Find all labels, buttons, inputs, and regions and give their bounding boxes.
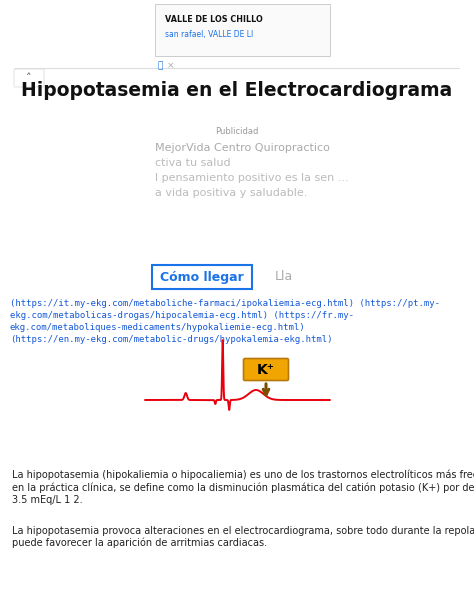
- FancyBboxPatch shape: [152, 265, 252, 289]
- Text: ⓘ: ⓘ: [158, 61, 164, 70]
- Text: VALLE DE LOS CHILLO: VALLE DE LOS CHILLO: [165, 15, 263, 23]
- FancyBboxPatch shape: [244, 359, 289, 381]
- Text: La hipopotasemia provoca alteraciones en el electrocardiograma, sobre todo duran: La hipopotasemia provoca alteraciones en…: [12, 525, 474, 536]
- Text: ˄: ˄: [26, 73, 32, 83]
- Text: puede favorecer la aparición de arritmias cardiacas.: puede favorecer la aparición de arritmia…: [12, 538, 267, 548]
- FancyBboxPatch shape: [155, 4, 330, 56]
- Text: Hipopotasemia en el Electrocardiograma: Hipopotasemia en el Electrocardiograma: [21, 80, 453, 99]
- Text: Lla: Lla: [275, 270, 293, 283]
- Text: san rafael, VALLE DE LI: san rafael, VALLE DE LI: [165, 29, 253, 39]
- Text: La hipopotasemia (hipokaliemia o hipocaliemia) es uno de los trastornos electrol: La hipopotasemia (hipokaliemia o hipocal…: [12, 470, 474, 481]
- Text: ekg.com/metabolicas-drogas/hipocalemia-ecg.html) (https://fr.my-: ekg.com/metabolicas-drogas/hipocalemia-e…: [10, 311, 354, 320]
- Text: ×: ×: [167, 61, 174, 70]
- Text: 3.5 mEq/L 1 2.: 3.5 mEq/L 1 2.: [12, 495, 82, 505]
- Text: l pensamiento positivo es la sen ...: l pensamiento positivo es la sen ...: [155, 173, 348, 183]
- FancyBboxPatch shape: [14, 69, 44, 87]
- Text: (https://it.my-ekg.com/metaboliche-farmaci/ipokaliemia-ecg.html) (https://pt.my-: (https://it.my-ekg.com/metaboliche-farma…: [10, 299, 440, 308]
- Text: ctiva tu salud: ctiva tu salud: [155, 158, 231, 168]
- Text: en la práctica clínica, se define como la disminución plasmática del catión pota: en la práctica clínica, se define como l…: [12, 482, 474, 493]
- Text: Cómo llegar: Cómo llegar: [160, 270, 244, 283]
- Text: (https://en.my-ekg.com/metabolic-drugs/hypokalemia-ekg.html): (https://en.my-ekg.com/metabolic-drugs/h…: [10, 335, 332, 344]
- Text: ekg.com/metaboliques-medicaments/hypokaliemie-ecg.html): ekg.com/metaboliques-medicaments/hypokal…: [10, 323, 306, 332]
- Text: Publicidad: Publicidad: [215, 128, 259, 137]
- Text: K⁺: K⁺: [257, 362, 275, 376]
- Text: MejorVida Centro Quiropractico: MejorVida Centro Quiropractico: [155, 143, 330, 153]
- Text: a vida positiva y saludable.: a vida positiva y saludable.: [155, 188, 307, 198]
